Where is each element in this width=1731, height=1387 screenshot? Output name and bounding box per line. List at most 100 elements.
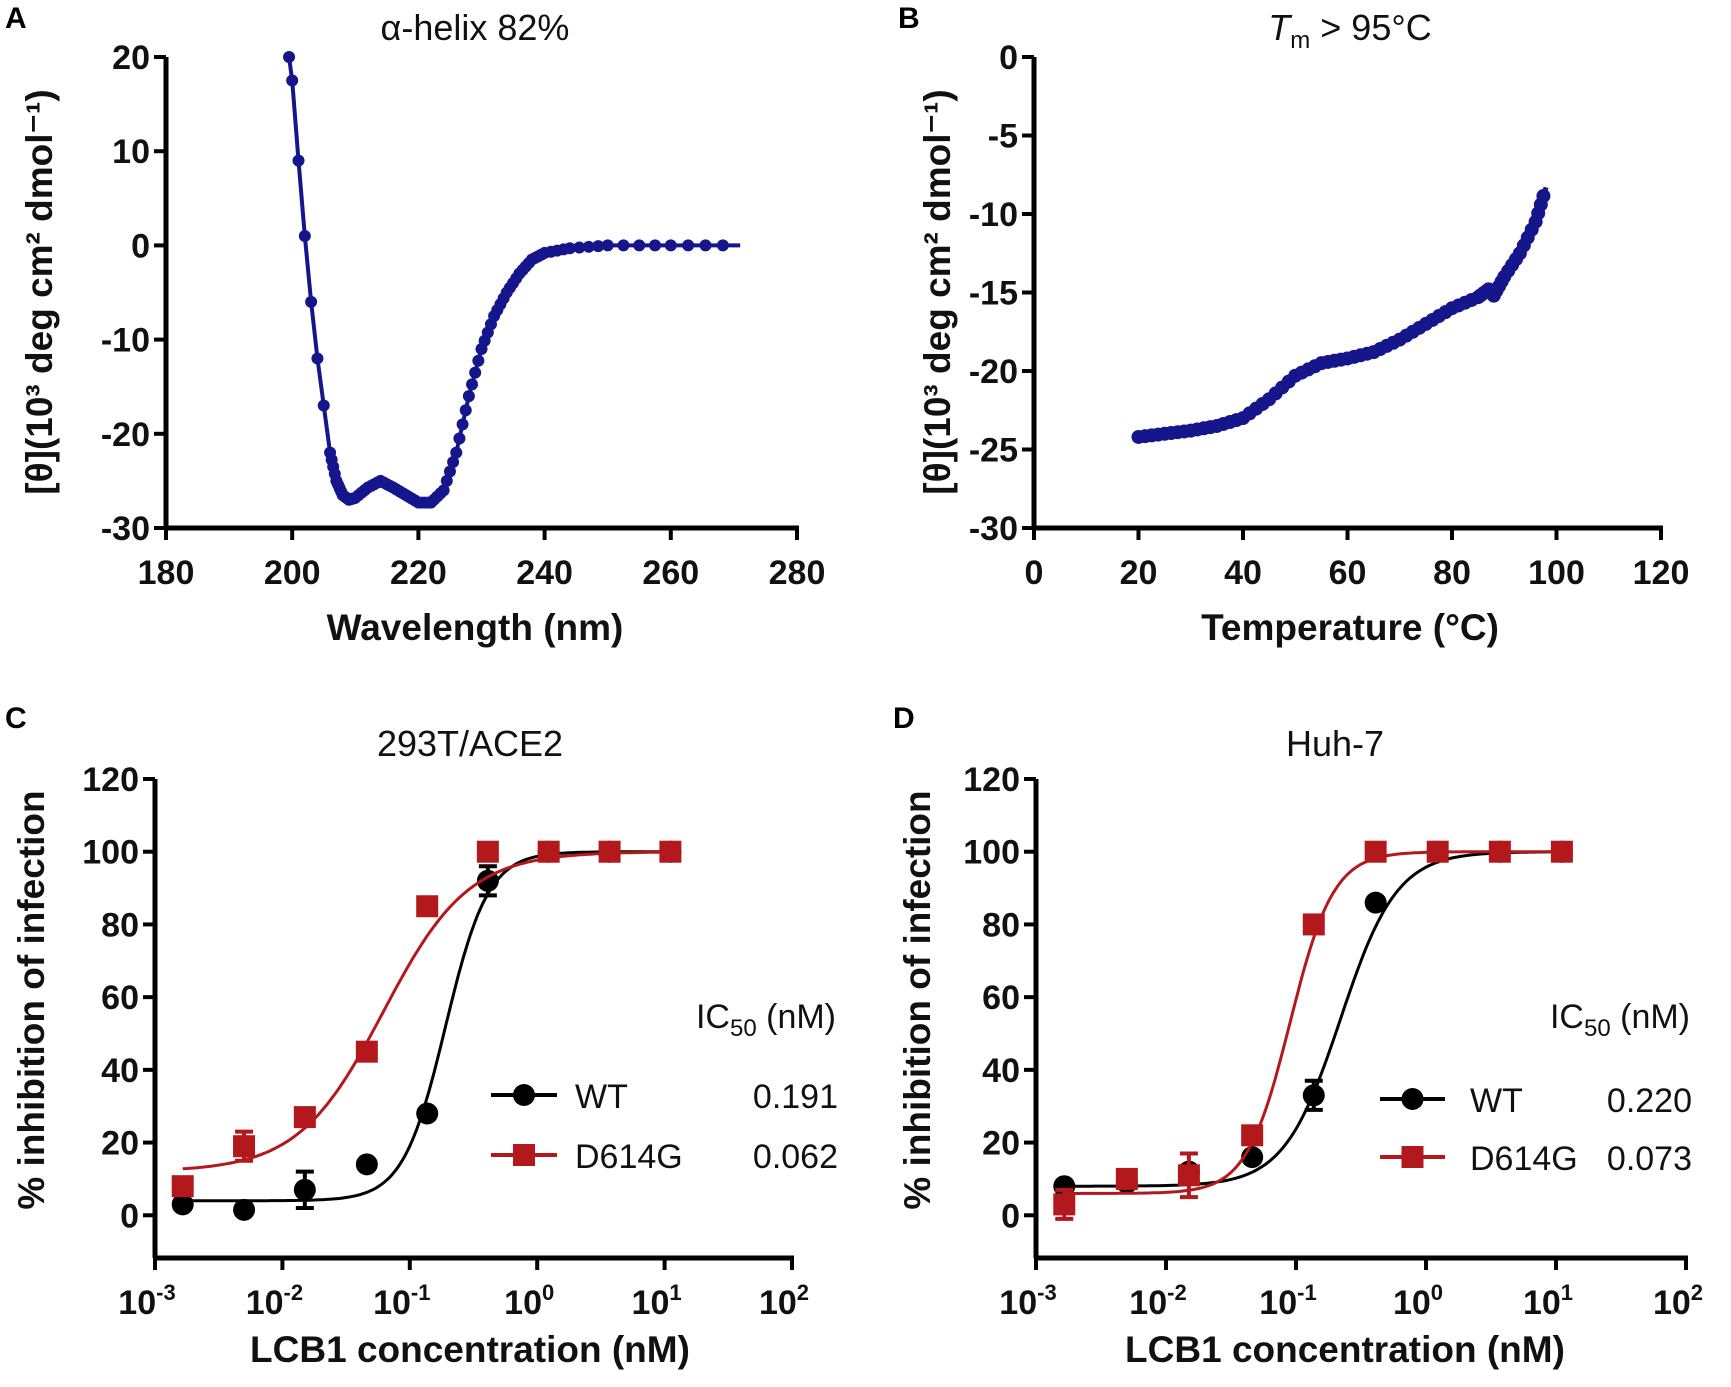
panel-b-y-tick-label: -20 <box>969 353 1018 391</box>
panel-d-legend-wt: WT <box>1470 1082 1523 1120</box>
panel-a-y-tick-label: -10 <box>101 322 150 360</box>
panel-c-legend-wt: WT <box>575 1078 628 1116</box>
panel-a-data-point <box>443 465 456 478</box>
panel-c-point-d614g <box>233 1135 256 1158</box>
panel-b-data-point <box>1536 188 1551 203</box>
panel-d-xlabel: LCB1 concentration (nM) <box>1125 1329 1565 1370</box>
panel-a-data-point <box>699 239 712 252</box>
panel-b-title: Tm > 95°C <box>1268 7 1431 54</box>
panel-d-point-d614g <box>1364 840 1387 863</box>
panel-c-x-tick-label: 100 <box>504 1280 554 1322</box>
panel-c-legend-d614g: D614G <box>575 1138 683 1176</box>
panel-d-point-wt <box>1302 1084 1325 1107</box>
panel-b-y-tick-label: -25 <box>969 432 1018 470</box>
panel-d-point-d614g <box>1550 840 1573 863</box>
panel-a-data-point <box>664 239 677 252</box>
panel-a-x-tick-label: 260 <box>642 554 699 592</box>
panel-d-ic50-wt: 0.220 <box>1607 1082 1692 1120</box>
panel-c-point-wt <box>293 1178 316 1201</box>
panel-label-b: B <box>898 2 920 35</box>
panel-a-ylabel: [θ](10³ deg cm² dmol⁻¹) <box>19 89 60 494</box>
panel-a-data-point <box>573 241 586 254</box>
panel-a-data-point <box>456 418 469 431</box>
panel-c-y-tick-label: 20 <box>101 1125 139 1163</box>
panel-c-title: 293T/ACE2 <box>377 723 563 764</box>
panel-a-data-point <box>592 240 605 253</box>
panel-a-data-point <box>437 484 450 497</box>
panel-d-x-tick-label: 10-2 <box>1129 1280 1186 1322</box>
panel-d-y-tick-label: 60 <box>982 979 1020 1017</box>
panel-a-data-point <box>462 390 475 403</box>
panel-a-title: α-helix 82% <box>381 7 570 48</box>
panel-b-ylabel: [θ](10³ deg cm² dmol⁻¹) <box>917 89 958 494</box>
panel-b-y-tick-label: -10 <box>969 196 1018 234</box>
panel-d-x-tick-label: 100 <box>1393 1280 1443 1322</box>
panel-c-y-tick-label: 60 <box>101 979 139 1017</box>
panel-a-data-point <box>317 399 330 412</box>
panel-a-data-point <box>283 51 296 63</box>
panel-d-y-tick-label: 80 <box>982 906 1020 944</box>
panel-d-legend-title: IC50 (nM) <box>1550 998 1690 1042</box>
panel-a-data-point <box>472 354 485 367</box>
panel-d-title: Huh-7 <box>1286 723 1384 764</box>
panel-d-point-wt <box>1364 891 1387 914</box>
panel-c-point-d614g <box>476 840 499 863</box>
panel-a-x-tick-label: 180 <box>138 554 195 592</box>
panel-a-data-point <box>617 239 630 252</box>
panel-b-y-tick-label: -30 <box>969 510 1018 548</box>
panel-d-x-tick-label: 10-1 <box>1259 1280 1316 1322</box>
panel-d-ylabel: % inhibition of infection <box>897 790 938 1209</box>
panel-a-x-tick-label: 220 <box>390 554 447 592</box>
panel-d-point-d614g <box>1302 913 1325 936</box>
panel-a-y-tick-label: -20 <box>101 416 150 454</box>
panel-a-y-tick-label: 10 <box>112 133 150 171</box>
panel-a-data-point <box>466 378 479 391</box>
panel-a-x-tick-label: 280 <box>769 554 826 592</box>
panel-b-x-tick-label: 40 <box>1224 554 1262 592</box>
panel-d-point-d614g <box>1426 840 1449 863</box>
panel-a-data-point <box>447 456 460 469</box>
panel-a-data-point <box>453 432 466 445</box>
panel-a-data-point <box>459 404 472 417</box>
panel-a-data-point <box>469 366 482 379</box>
panel-d-legend-marker-d614g <box>1401 1146 1424 1168</box>
panel-c-legend-marker-d614g <box>513 1144 535 1166</box>
panel-a-x-tick-label: 200 <box>264 554 321 592</box>
panel-b-x-tick-label: 20 <box>1120 554 1158 592</box>
panel-a-data-point <box>649 239 662 252</box>
panel-d-point-d614g <box>1488 840 1511 863</box>
panel-d-ic50-d614g: 0.073 <box>1607 1140 1692 1178</box>
panel-d-x-tick-label: 102 <box>1653 1280 1703 1322</box>
panel-a-data-point <box>563 242 576 255</box>
panel-a-x-tick-label: 240 <box>516 554 573 592</box>
panel-c-x-tick-label: 10-2 <box>246 1280 303 1322</box>
panel-c-point-wt <box>233 1198 256 1221</box>
panel-b-x-tick-label: 80 <box>1433 554 1471 592</box>
panel-c-legend-title: IC50 (nM) <box>696 998 836 1042</box>
panel-d-y-tick-label: 0 <box>1001 1197 1020 1235</box>
panel-d-legend-marker-wt <box>1401 1088 1424 1110</box>
panel-d-y-tick-label: 20 <box>982 1125 1020 1163</box>
panel-c-ic50-wt: 0.191 <box>753 1078 838 1116</box>
panel-d-point-d614g <box>1115 1167 1138 1190</box>
panel-c-point-wt <box>355 1153 378 1176</box>
panel-b-y-tick-label: -15 <box>969 275 1018 313</box>
panel-a-data-point <box>440 474 453 487</box>
panel-c-point-d614g <box>416 895 439 918</box>
panel-a-data-point <box>305 295 318 308</box>
panel-b-x-tick-label: 100 <box>1528 554 1585 592</box>
panel-d-point-d614g <box>1177 1164 1200 1187</box>
panel-b-y-tick-label: 0 <box>999 39 1018 77</box>
panel-c-legend-marker-wt <box>513 1084 535 1106</box>
panel-c-point-d614g <box>293 1106 316 1129</box>
panel-label-a: A <box>5 2 27 35</box>
panel-c-point-d614g <box>171 1175 194 1198</box>
panel-d-y-tick-label: 100 <box>963 834 1020 872</box>
panel-c-y-tick-label: 0 <box>120 1197 139 1235</box>
panel-d-x-tick-label: 101 <box>1523 1280 1573 1322</box>
panel-label-d: D <box>893 702 915 735</box>
panel-d-y-tick-label: 40 <box>982 1052 1020 1090</box>
panel-d-point-d614g <box>1241 1124 1264 1147</box>
panel-d-y-tick-label: 120 <box>963 761 1020 799</box>
